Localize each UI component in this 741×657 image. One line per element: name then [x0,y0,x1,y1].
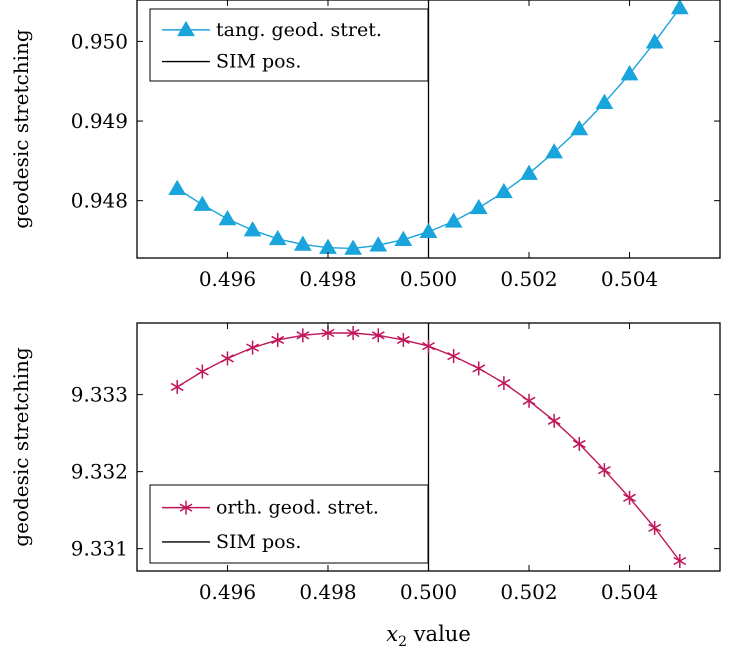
y-tick-label: 9.332 [71,460,128,484]
data-point [522,393,536,408]
data-point [444,212,463,228]
x-axis-label-rest: value [407,622,471,646]
plot-area-bottom [170,323,687,571]
legend-bottom: orth. geod. stret. SIM pos. [149,484,429,564]
data-point [648,520,662,535]
data-point [193,195,212,211]
data-point [645,33,664,49]
y-tick-label: 0.950 [71,29,128,53]
data-point [422,339,435,354]
data-point [369,236,388,252]
legend-label-sim-bottom: SIM pos. [216,531,301,553]
legend-marker [179,500,193,515]
data-point [673,553,687,568]
y-tick-label: 0.949 [71,109,128,133]
x-tick-label: 0.500 [400,580,457,604]
data-point [346,326,360,341]
ticks-bottom: 0.496 0.498 0.500 0.502 0.504 9.331 9.332 9.333 [71,323,720,604]
data-point [595,93,614,109]
legend-top: tang. geod. stret. SIM pos. [149,8,429,82]
x-tick-label: 0.500 [400,267,457,291]
data-point [570,120,589,136]
data-point [296,328,310,343]
x-tick-label: 0.498 [299,267,356,291]
x-tick-label: 0.504 [601,580,658,604]
data-point [371,328,385,343]
chart-bottom: 0.496 0.498 0.500 0.502 0.504 9.331 9.332 9.333… [9,322,721,650]
data-point [447,349,461,364]
data-point [545,143,564,159]
y-tick-label: 9.331 [71,537,128,561]
data-point [168,179,187,195]
data-point [572,436,586,451]
x-axis-label-subscript: 2 [398,634,407,650]
y-axis-label-top: geodesic stretching [9,29,33,229]
x-tick-label: 0.502 [500,267,557,291]
legend-label-sim-top: SIM pos. [216,51,301,73]
data-point [597,463,611,478]
data-point [293,235,312,251]
data-point [271,332,285,347]
data-point [396,332,410,347]
data-point [170,379,184,394]
x-tick-label: 0.496 [199,267,256,291]
ticks-top: 0.496 0.498 0.500 0.502 0.504 0.948 0.949 0.950 [71,0,720,291]
legend-marker [177,20,195,37]
data-point [246,340,260,355]
legend-sample-tang [162,20,210,37]
legend-sample-orth [162,500,210,515]
x-axis-label-var: x [386,622,398,646]
data-point [344,239,362,255]
x-tick-label: 0.498 [299,580,356,604]
data-point [419,222,438,238]
chart-top: 0.496 0.498 0.500 0.502 0.504 0.948 0.949 0.950… [9,0,721,291]
y-tick-label: 0.948 [71,189,128,213]
y-tick-label: 9.333 [71,383,128,407]
legend-box-top [149,8,429,82]
data-point [497,376,511,391]
y-axis-label-bottom: geodesic stretching [9,347,33,547]
data-point [394,230,413,246]
data-point [218,209,237,226]
legend-box-bottom [149,484,429,564]
data-point [495,182,513,199]
data-point [623,490,636,505]
legend-label-orth: orth. geod. stret. [216,497,379,519]
data-point [547,413,561,428]
data-point [472,361,486,376]
data-point [195,364,209,379]
data-point [620,65,639,81]
x-tick-label: 0.504 [601,267,658,291]
x-tick-label: 0.496 [199,580,256,604]
data-point [520,164,538,180]
legend-label-tang: tang. geod. stret. [216,19,382,41]
x-tick-label: 0.502 [500,580,557,604]
data-point [221,351,234,366]
x-axis-label: x2 value [386,622,471,650]
data-point [268,229,287,246]
data-point [670,0,689,15]
data-point [243,221,262,237]
data-point [469,198,488,215]
plot-area-top [168,0,689,258]
